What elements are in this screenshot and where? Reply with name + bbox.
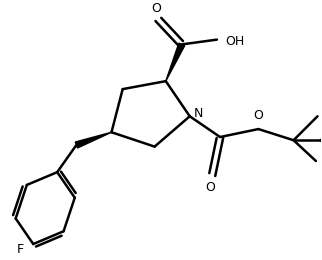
Text: O: O [253, 109, 263, 122]
Polygon shape [166, 43, 185, 81]
Text: O: O [151, 2, 161, 15]
Text: N: N [194, 107, 203, 120]
Text: OH: OH [225, 35, 244, 48]
Text: F: F [16, 243, 24, 256]
Polygon shape [75, 132, 111, 148]
Text: O: O [205, 181, 215, 194]
